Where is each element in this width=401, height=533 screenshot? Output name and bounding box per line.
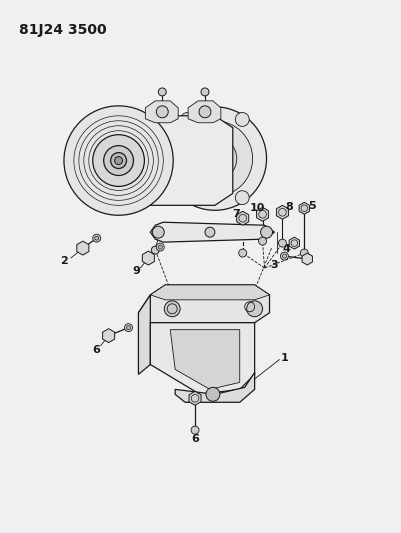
Text: 10: 10 [249, 203, 265, 213]
Circle shape [95, 236, 99, 240]
Circle shape [93, 234, 100, 242]
Circle shape [300, 249, 308, 257]
Polygon shape [102, 329, 114, 343]
Circle shape [235, 112, 249, 126]
Circle shape [190, 426, 198, 434]
Circle shape [93, 135, 144, 187]
Circle shape [258, 237, 266, 245]
Text: 81J24 3500: 81J24 3500 [19, 23, 107, 37]
Polygon shape [170, 330, 239, 389]
Circle shape [110, 152, 126, 168]
Text: 4: 4 [282, 244, 290, 254]
Circle shape [205, 227, 215, 237]
Circle shape [126, 326, 130, 330]
Circle shape [158, 245, 162, 249]
Polygon shape [142, 251, 154, 265]
Circle shape [235, 191, 249, 205]
Polygon shape [298, 203, 309, 214]
Polygon shape [95, 116, 232, 205]
Circle shape [177, 121, 252, 196]
Polygon shape [301, 253, 312, 265]
Polygon shape [145, 101, 178, 123]
Circle shape [205, 387, 219, 401]
Circle shape [192, 136, 236, 181]
Polygon shape [288, 237, 299, 249]
Text: 5: 5 [308, 201, 315, 211]
Circle shape [156, 243, 164, 251]
Circle shape [151, 246, 159, 254]
Polygon shape [256, 207, 268, 221]
Circle shape [114, 157, 122, 165]
Text: 7: 7 [231, 209, 239, 219]
Circle shape [163, 107, 266, 211]
Circle shape [280, 252, 288, 260]
Polygon shape [188, 101, 220, 123]
Polygon shape [150, 222, 274, 242]
Circle shape [260, 226, 272, 238]
Text: 6: 6 [190, 434, 198, 444]
Text: 1: 1 [280, 352, 288, 362]
Text: 3: 3 [270, 260, 277, 270]
Text: 8: 8 [285, 203, 293, 212]
Circle shape [158, 88, 166, 96]
Polygon shape [236, 211, 248, 225]
Text: 2: 2 [60, 256, 68, 266]
Circle shape [152, 226, 164, 238]
Circle shape [180, 191, 194, 205]
Polygon shape [138, 285, 269, 322]
Circle shape [124, 324, 132, 332]
Polygon shape [138, 295, 150, 375]
Circle shape [156, 106, 168, 118]
Circle shape [164, 301, 180, 317]
Text: 6: 6 [91, 344, 99, 354]
Circle shape [246, 301, 262, 317]
Circle shape [278, 239, 286, 247]
Polygon shape [276, 205, 288, 219]
Polygon shape [188, 391, 200, 405]
Circle shape [64, 106, 173, 215]
Circle shape [180, 112, 194, 126]
Polygon shape [77, 241, 89, 255]
Circle shape [200, 88, 209, 96]
Polygon shape [150, 322, 254, 394]
Polygon shape [150, 285, 269, 300]
Circle shape [238, 249, 246, 257]
Text: 9: 9 [132, 266, 140, 276]
Circle shape [198, 106, 211, 118]
Polygon shape [175, 373, 254, 402]
Circle shape [103, 146, 133, 175]
